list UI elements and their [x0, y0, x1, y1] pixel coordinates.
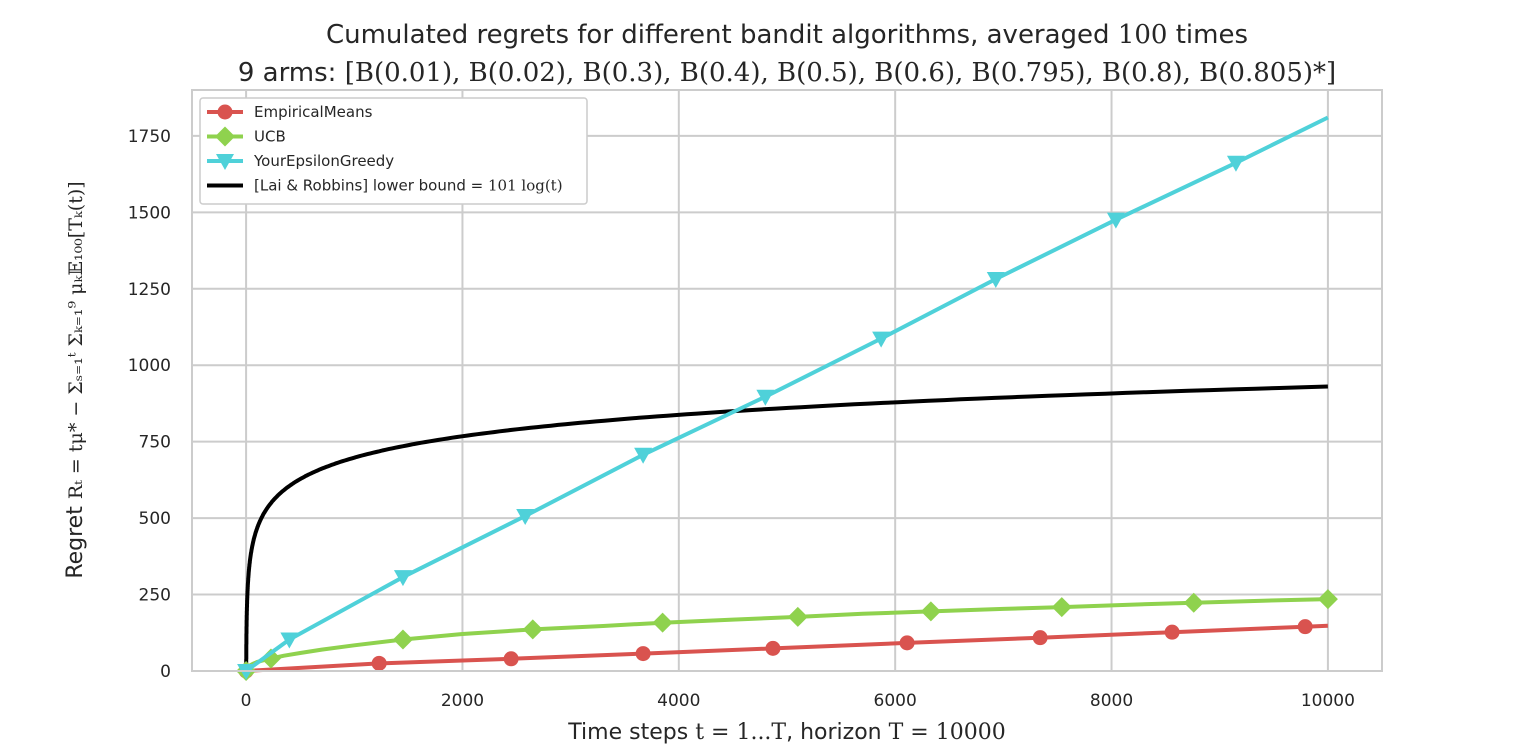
series-line [244, 384, 1328, 673]
data-point [260, 648, 281, 669]
data-point [787, 606, 808, 627]
series-0 [238, 619, 1328, 679]
data-point [765, 640, 781, 656]
series-line [245, 623, 1328, 673]
data-point [635, 646, 651, 662]
data-point [872, 331, 891, 348]
x-tick-labels: 0 2000 4000 6000 8000 10000 [241, 691, 1355, 711]
series-3 [244, 384, 1328, 673]
x-tick-label: 6000 [874, 691, 917, 711]
data-point [1106, 212, 1125, 229]
y-tick-label: 0 [160, 662, 171, 682]
legend-marker [216, 154, 234, 170]
data-point [756, 389, 775, 406]
data-point [516, 508, 535, 525]
data-point [280, 632, 299, 649]
data-point [1317, 589, 1338, 610]
data-point [503, 651, 519, 667]
y-tick-label: 750 [139, 433, 171, 453]
data-point [393, 570, 412, 587]
x-tick-label: 0 [241, 691, 252, 711]
data-point [371, 655, 387, 671]
x-tick-label: 2000 [441, 691, 484, 711]
data-point [1297, 619, 1313, 635]
data-point [1226, 155, 1245, 172]
y-tick-label: 500 [139, 509, 171, 529]
y-axis-label: Regret Rₜ = tμ* − Σₛ₌₁ᵗ Σₖ₌₁⁹ μₖ𝔼₁₀₀[Tₖ(… [63, 181, 88, 578]
x-axis-label: Time steps t = 1...T, horizon T = 10000 [567, 720, 1005, 745]
legend-label: EmpiricalMeans [254, 103, 373, 121]
legend-marker [215, 126, 235, 147]
y-tick-label: 1250 [128, 280, 171, 300]
chart-title-line1: Cumulated regrets for different bandit a… [326, 20, 1248, 50]
legend: EmpiricalMeans UCB YourEpsilonGreedy [Lai &… [199, 97, 588, 205]
legend-label: YourEpsilonGreedy [253, 152, 394, 170]
data-point [986, 271, 1005, 288]
data-point [920, 601, 941, 622]
data-point [522, 619, 543, 640]
chart-title-line2: 9 arms: [B(0.01), B(0.02), B(0.3), B(0.4… [238, 58, 1336, 88]
data-point [634, 447, 653, 464]
data-point [899, 635, 915, 651]
data-point [392, 629, 413, 650]
series-lines [236, 115, 1338, 681]
y-tick-label: 1500 [128, 203, 171, 223]
legend-marker [217, 104, 233, 120]
data-point [1032, 630, 1048, 646]
legend-label: UCB [254, 128, 286, 146]
x-tick-label: 4000 [657, 691, 700, 711]
x-tick-label: 8000 [1090, 691, 1133, 711]
y-tick-label: 250 [139, 586, 171, 606]
y-tick-label: 1000 [128, 356, 171, 376]
series-1 [236, 589, 1338, 681]
data-point [1164, 624, 1180, 640]
y-tick-label: 1750 [128, 127, 171, 147]
series-2 [237, 115, 1329, 680]
plot-frame [191, 89, 1383, 672]
data-point [1183, 592, 1204, 613]
y-tick-labels: 0 250 500 750 1000 1250 1500 1750 [128, 127, 171, 682]
x-tick-label: 10000 [1301, 691, 1355, 711]
legend-label: [Lai & Robbins] lower bound = 101 log(t) [254, 177, 563, 195]
data-point [1051, 597, 1072, 618]
legend-box [199, 97, 588, 205]
data-point [652, 612, 673, 633]
